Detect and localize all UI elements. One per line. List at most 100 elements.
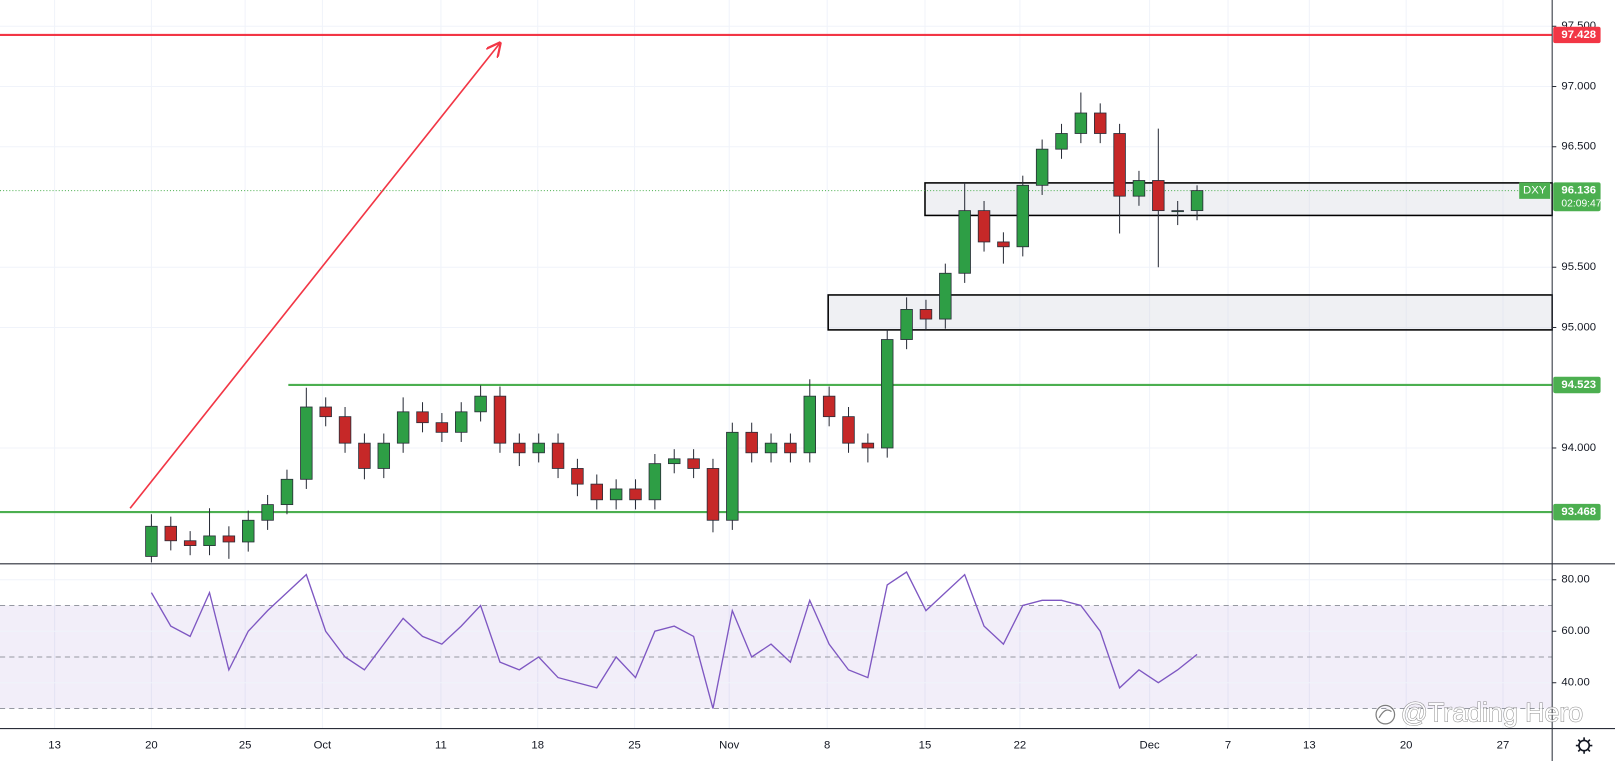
x-tick-label: 18 (531, 740, 544, 752)
candle-body (1171, 210, 1184, 213)
candle-body (164, 525, 178, 542)
zone (827, 294, 1553, 331)
level-label: 93.468 (1561, 506, 1596, 518)
candle-body (435, 422, 449, 433)
candle-body (338, 416, 352, 444)
candle-body (280, 478, 294, 506)
x-tick-label: 8 (824, 740, 830, 752)
x-tick-label: Dec (1140, 740, 1160, 752)
rsi-tick-label: 80.00 (1561, 574, 1589, 586)
candle-body (455, 411, 468, 433)
y-tick-label: 97.500 (1561, 20, 1596, 32)
settings-icon[interactable] (1575, 737, 1593, 754)
candle-body (261, 504, 274, 521)
candle-body (532, 442, 545, 454)
candle-body (609, 488, 623, 501)
y-tick-label: 95.500 (1561, 261, 1596, 273)
x-tick-label: 15 (919, 740, 932, 752)
candle-body (319, 406, 332, 418)
candle-body (416, 411, 429, 424)
candle-body (590, 483, 604, 501)
level-tag (1553, 26, 1601, 44)
y-tick-label: 97.000 (1561, 80, 1596, 92)
rsi-pane (0, 571, 1553, 709)
watermark: @Trading Hero (1401, 698, 1583, 728)
candle-body (900, 309, 913, 340)
candle-body (822, 395, 836, 418)
candle-body (687, 458, 700, 469)
level-label: 94.523 (1561, 379, 1596, 391)
y-tick-label: 95.000 (1561, 321, 1596, 333)
candle-body (145, 525, 158, 557)
candle-body (1074, 112, 1088, 134)
candle-body (474, 395, 487, 413)
candle-body (513, 442, 526, 454)
candle-body (629, 488, 642, 501)
x-tick-label: 11 (435, 740, 447, 752)
watermark-group: @Trading Hero (1374, 697, 1584, 728)
candle-body (939, 272, 952, 320)
watermark-logo (1374, 703, 1397, 726)
candle-body (222, 535, 236, 543)
x-tick-label: 7 (1225, 740, 1231, 752)
candle-body (648, 463, 662, 501)
candle-body (1152, 180, 1165, 212)
candle-body (784, 442, 797, 454)
y-tick-label: 94.000 (1561, 442, 1596, 454)
countdown-label: 02:09:47 (1561, 199, 1601, 210)
candle-body (958, 210, 971, 274)
candle-body (997, 241, 1010, 248)
candle-body (396, 411, 410, 444)
candle-body (764, 442, 778, 454)
last-price-label: 96.136 (1561, 185, 1596, 197)
candle-body (881, 339, 894, 449)
candle-body (571, 468, 584, 485)
candle-body (1094, 112, 1107, 134)
candle-body (803, 395, 816, 454)
candle-body (1113, 133, 1126, 197)
candle-body (1132, 180, 1146, 197)
candle-body (493, 395, 507, 444)
x-tick-label: 20 (145, 740, 158, 752)
candle-body (668, 458, 681, 465)
candle-body (977, 210, 991, 243)
rsi-tick-label: 40.00 (1561, 677, 1589, 689)
x-tick-label: 25 (239, 740, 252, 752)
symbol-tag (1519, 182, 1551, 199)
level-label: 97.428 (1561, 29, 1596, 41)
x-tick-label: Oct (314, 740, 332, 752)
candle-body (861, 442, 875, 449)
rsi-line (150, 571, 1198, 709)
x-tick-label: Nov (719, 740, 739, 752)
x-tick-label: 13 (1303, 740, 1316, 752)
candle-body (1055, 133, 1068, 150)
labels: 13 20 25 Oct 11 18 25 Nov 8 15 22 Dec 7 13 20 2797.5009… (48, 20, 1601, 751)
candle-body (919, 309, 933, 320)
candle-body (242, 519, 255, 543)
last-price-tag (1553, 182, 1601, 212)
x-tick-label: 22 (1014, 740, 1027, 752)
candle-body (551, 442, 565, 469)
candle-body (1035, 148, 1049, 186)
candle-body (183, 540, 197, 546)
trendline (129, 43, 500, 509)
x-tick-label: 13 (48, 740, 61, 752)
price-pane (0, 33, 1553, 563)
x-tick-label: 27 (1497, 740, 1510, 752)
candle-body (203, 535, 216, 546)
x-tick-label: 20 (1400, 740, 1413, 752)
level-tag (1553, 503, 1601, 521)
candle-body (842, 416, 855, 444)
candle-body (1190, 190, 1204, 212)
candle-body (745, 431, 758, 454)
symbol-label: DXY (1523, 185, 1547, 197)
candle-body (726, 431, 739, 521)
rsi-tick-label: 60.00 (1561, 625, 1589, 637)
candle-body (377, 442, 391, 469)
candle-body (1016, 184, 1029, 248)
candle-body (706, 468, 720, 521)
